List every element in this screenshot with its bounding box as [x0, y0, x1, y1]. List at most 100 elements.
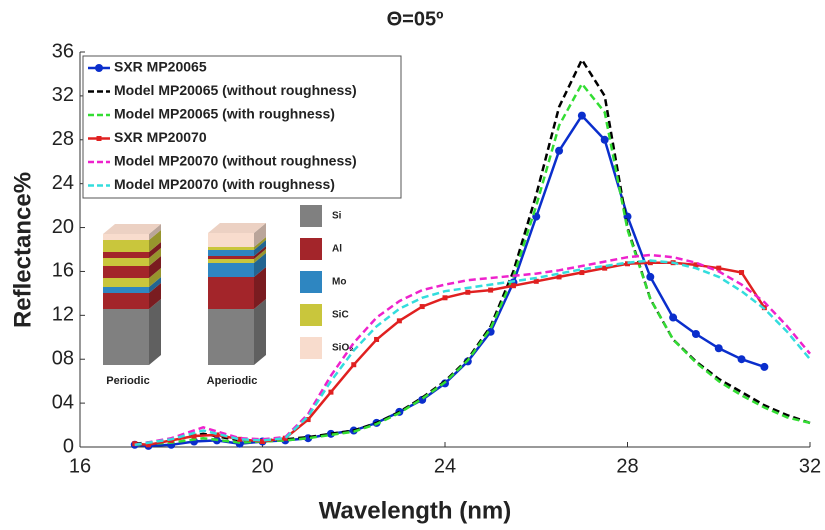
layer-front [103, 309, 149, 365]
layer-front [208, 263, 254, 277]
layer-front [208, 259, 254, 263]
layer-front [208, 247, 254, 250]
material-swatch [300, 304, 322, 326]
x-tick-label: 28 [616, 455, 638, 477]
layer-front [208, 309, 254, 365]
data-point [716, 265, 722, 271]
data-point [555, 146, 564, 155]
layer-side [149, 248, 161, 266]
legend-marker [95, 64, 103, 72]
data-point [556, 274, 562, 280]
data-point [739, 270, 745, 276]
legend-label: Model MP20070 (without roughness) [114, 153, 357, 169]
layer-front [103, 287, 149, 293]
material-label: Mo [332, 277, 346, 288]
material-swatch [300, 271, 322, 293]
layer-front [103, 278, 149, 287]
layer-side [254, 237, 266, 250]
data-point [510, 283, 516, 289]
layer-front [208, 277, 254, 309]
layer-side [149, 230, 161, 252]
data-point [351, 362, 357, 368]
data-point [533, 278, 539, 284]
x-tick-label: 16 [69, 455, 91, 477]
material-swatch [300, 205, 322, 227]
y-tick-label: 28 [52, 128, 74, 150]
data-point [237, 436, 243, 442]
legend-marker [96, 136, 102, 141]
y-tick-label: 08 [52, 348, 74, 370]
data-point [488, 287, 494, 293]
layer-front [103, 293, 149, 309]
data-point [646, 272, 655, 281]
data-point [465, 289, 471, 295]
data-point [191, 433, 197, 439]
data-point [374, 336, 380, 342]
layer-front [103, 240, 149, 252]
data-point [600, 135, 609, 144]
layer-front [103, 252, 149, 258]
y-tick-label: 32 [52, 84, 74, 106]
layer-front [103, 234, 149, 240]
data-point [145, 442, 151, 448]
layer-side [254, 246, 266, 259]
data-point [647, 260, 653, 266]
y-tick-label: 20 [52, 216, 74, 238]
data-point [602, 265, 608, 271]
material-label: Al [332, 244, 342, 255]
legend-label: Model MP20065 (without roughness) [114, 82, 357, 98]
layer-front [103, 258, 149, 266]
layer-side [149, 256, 161, 278]
layer-front [208, 256, 254, 259]
layer-side [149, 242, 161, 258]
data-point [693, 262, 699, 268]
data-point [714, 344, 723, 353]
layer-top [103, 224, 161, 234]
data-point [577, 111, 586, 120]
data-point [442, 295, 448, 301]
y-tick-label: 24 [52, 172, 74, 194]
x-tick-label: 24 [434, 455, 456, 477]
layer-side [149, 283, 161, 309]
series-line [134, 259, 811, 447]
layer-side [254, 249, 266, 263]
x-tick-label: 20 [251, 455, 273, 477]
layer-front [103, 266, 149, 278]
layer-front [208, 233, 254, 247]
data-point [328, 389, 334, 395]
material-swatch [300, 337, 322, 359]
layer-side [254, 299, 266, 365]
data-point [419, 304, 425, 310]
layer-side [254, 223, 266, 247]
layer-side [149, 268, 161, 287]
data-point [486, 327, 495, 336]
inset-label: Aperiodic [207, 375, 258, 387]
material-label: SiC [332, 310, 349, 321]
data-point [214, 432, 220, 438]
x-axis-label: Wavelength (nm) [319, 497, 511, 524]
material-label: SiO₂ [332, 343, 354, 354]
data-point [396, 318, 402, 324]
layer-side [254, 240, 266, 256]
inset-label: Periodic [106, 375, 149, 387]
material-swatch [300, 238, 322, 260]
layer-side [149, 224, 161, 240]
chart-title: Θ=05º [387, 8, 444, 30]
layer-top [208, 223, 266, 233]
y-tick-label: 0 [63, 435, 74, 457]
data-point [760, 362, 769, 371]
layer-side [254, 267, 266, 309]
data-point [260, 439, 265, 445]
y-axis-label: Reflectance% [9, 172, 36, 328]
data-point [691, 329, 700, 338]
data-point [579, 270, 585, 276]
legend-label: Model MP20070 (with roughness) [114, 176, 335, 192]
y-tick-label: 04 [52, 391, 74, 413]
legend-label: SXR MP20065 [114, 59, 207, 75]
data-point [305, 417, 311, 423]
legend-box [82, 55, 402, 199]
series-line [134, 81, 811, 447]
y-tick-label: 36 [52, 40, 74, 62]
material-label: Si [332, 211, 342, 222]
data-point [625, 261, 630, 267]
